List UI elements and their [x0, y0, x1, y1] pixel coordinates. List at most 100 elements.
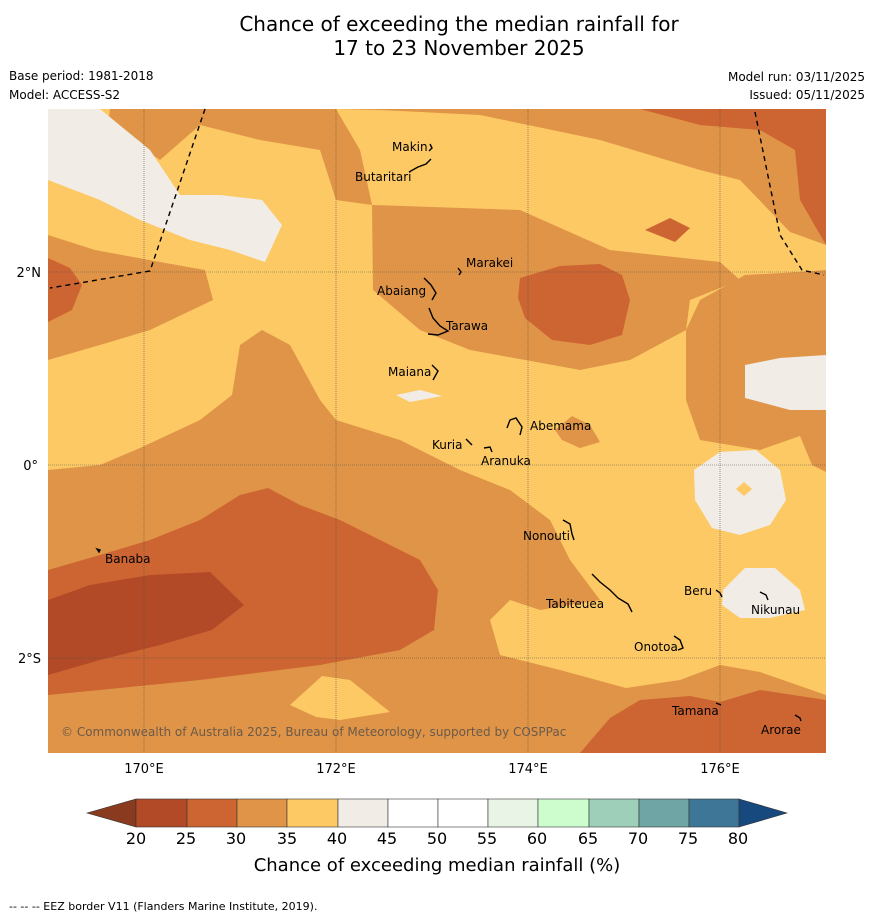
colorbar-tick: 30: [226, 829, 246, 848]
island-label-makin: Makin: [392, 140, 428, 154]
contour-25-30: [645, 218, 690, 242]
colorbar-tick: 50: [427, 829, 447, 848]
lat-tick-2N: 2°N: [17, 266, 42, 281]
contour-25-30: [640, 109, 826, 245]
colorbar-under-arrow: [85, 798, 137, 828]
contour-40-45: [48, 109, 282, 262]
colorbar-bin-30-35: [236, 798, 288, 828]
island-labels: Makin Butaritari Marakei Abaiang Tarawa …: [105, 140, 801, 737]
colorbar-bin-55-60: [487, 798, 539, 828]
colorbar-bin-70-75: [638, 798, 690, 828]
island-shape-onotoa: [673, 635, 684, 651]
island-shape-makin: [428, 143, 433, 152]
contour-25-30: [518, 264, 630, 345]
island-label-tabiteuea: Tabiteuea: [545, 597, 604, 611]
colorbar-bin-20-25: [135, 798, 188, 828]
island-shape-arorae: [794, 714, 802, 722]
colorbar-bin-50-55: [437, 798, 489, 828]
lat-tick-2S: 2°S: [18, 652, 41, 667]
island-shape-tamana: [715, 702, 722, 706]
island-shape-beru: [715, 589, 723, 598]
island-shape-abaiang: [423, 277, 437, 301]
island-label-onotoa: Onotoa: [634, 640, 678, 654]
copyright-text: © Commonwealth of Australia 2025, Bureau…: [61, 725, 566, 739]
colorbar-label: Chance of exceeding median rainfall (%): [254, 855, 621, 876]
contour-30-35: [48, 109, 826, 370]
issued-text: Issued: 05/11/2025: [749, 88, 865, 102]
island-label-marakei: Marakei: [466, 256, 513, 270]
lon-tick-172E: 172°E: [316, 762, 356, 777]
colorbar-bin-40-45: [337, 798, 389, 828]
island-shape-marakei: [457, 267, 462, 276]
eez-footnote: -- -- -- EEZ border V11 (Flanders Marine…: [9, 900, 318, 913]
colorbar-bin-75-80: [688, 798, 740, 828]
island-label-arorae: Arorae: [761, 723, 801, 737]
gridlines: [48, 109, 826, 753]
island-label-nikunau: Nikunau: [751, 603, 800, 617]
island-label-tarawa: Tarawa: [445, 319, 488, 333]
island-label-abaiang: Abaiang: [377, 284, 426, 298]
island-shape-maiana: [431, 364, 439, 381]
colorbar-tick: 55: [477, 829, 497, 848]
title-line-2: 17 to 23 November 2025: [333, 36, 585, 60]
contour-30-35: [48, 235, 213, 360]
island-shape-abemama: [506, 417, 523, 436]
axis-labels: 170°E 172°E 174°E 176°E 2°N 0° 2°S: [17, 266, 740, 777]
island-label-maiana: Maiana: [388, 365, 431, 379]
island-shape-tabiteuea: [591, 573, 633, 613]
colorbar-bin-60-65: [537, 798, 590, 828]
colorbar-tick: 35: [277, 829, 297, 848]
island-shape-aranuka: [483, 446, 493, 453]
island-label-kuria: Kuria: [432, 438, 463, 452]
lat-tick-0: 0°: [23, 459, 38, 474]
colorbar-bin-25-30: [186, 798, 238, 828]
colorbar-over-arrow: [738, 798, 789, 828]
eez-border: [49, 108, 825, 289]
colorbar-tick: 75: [678, 829, 698, 848]
island-shape-butaritari: [408, 158, 432, 173]
island-outlines: [95, 143, 802, 722]
contour-35-40: [736, 482, 752, 496]
contour-30-35: [800, 436, 826, 472]
colorbar-tick: 25: [176, 829, 196, 848]
contour-25-30: [580, 690, 826, 753]
lon-tick-174E: 174°E: [508, 762, 548, 777]
island-label-abemama: Abemama: [530, 419, 591, 433]
island-shape-nonouti: [562, 519, 575, 541]
contour-30-35: [555, 416, 600, 448]
island-label-nonouti: Nonouti: [523, 529, 570, 543]
island-label-tamana: Tamana: [671, 704, 719, 718]
island-label-butaritari: Butaritari: [355, 170, 412, 184]
colorbar-tick: 65: [578, 829, 598, 848]
colorbar-bin-65-70: [588, 798, 640, 828]
island-shape-kuria: [465, 438, 473, 446]
contour-20-25: [48, 572, 244, 675]
contour-35-40: [290, 676, 390, 720]
colorbar-tick: 40: [327, 829, 347, 848]
eez-border-west: [49, 108, 206, 289]
lon-tick-176E: 176°E: [700, 762, 740, 777]
title-line-1: Chance of exceeding the median rainfall …: [239, 12, 679, 36]
colorbar-ticks: 20 25 30 35 40 45 50 55 60 65 70 75 80: [126, 829, 748, 848]
eez-border-east: [754, 111, 825, 276]
base-period-text: Base period: 1981-2018: [9, 69, 154, 83]
lon-tick-170E: 170°E: [124, 762, 164, 777]
island-shape-nikunau: [759, 591, 769, 601]
model-text: Model: ACCESS-S2: [9, 88, 121, 102]
colorbar-tick: 20: [126, 829, 146, 848]
colorbar-bin-45-50: [387, 798, 439, 828]
contour-fills: [48, 109, 826, 753]
colorbar-tick: 80: [728, 829, 748, 848]
colorbar-tick: 70: [628, 829, 648, 848]
island-label-beru: Beru: [684, 584, 712, 598]
rainfall-map: Makin Butaritari Marakei Abaiang Tarawa …: [17, 108, 826, 777]
contour-40-45: [396, 390, 442, 402]
map-title: Chance of exceeding the median rainfall …: [0, 12, 873, 60]
colorbar-bin-35-40: [286, 798, 339, 828]
island-shape-banaba: [95, 547, 101, 554]
island-shape-tarawa: [427, 307, 450, 336]
contour-25-30: [48, 258, 82, 322]
contour-40-45: [745, 355, 826, 410]
model-run-text: Model run: 03/11/2025: [727, 70, 865, 84]
